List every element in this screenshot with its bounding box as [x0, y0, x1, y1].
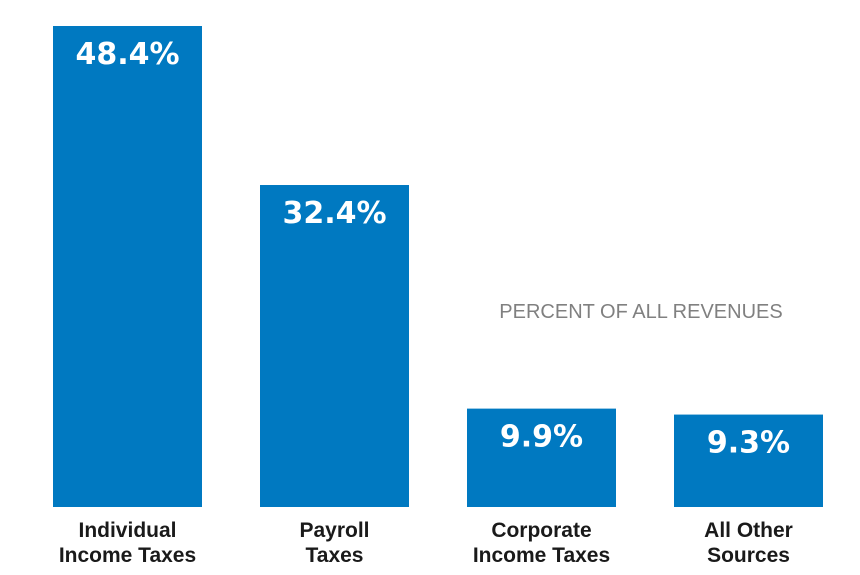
- category-label-4: All Other Sources: [704, 519, 793, 567]
- chart-title: PERCENT OF ALL REVENUES: [499, 301, 782, 323]
- bar-value-label-1: 48.4%: [75, 37, 179, 72]
- category-label-3: Corporate Income Taxes: [473, 519, 610, 567]
- bar-value-label-2: 32.4%: [282, 196, 386, 231]
- category-label-line: Corporate: [491, 519, 591, 542]
- category-label-line: Sources: [707, 544, 790, 567]
- category-label-line: Individual: [78, 519, 176, 542]
- category-label-line: Income Taxes: [59, 544, 196, 567]
- category-label-2: Payroll Taxes: [299, 519, 369, 567]
- bars-group: [53, 26, 823, 507]
- bar-value-label-3: 9.9%: [500, 420, 583, 455]
- value-labels-group: 48.4% 32.4% 9.9% 9.3%: [75, 37, 790, 461]
- bar-3: [467, 408, 616, 507]
- bar-value-label-4: 9.3%: [707, 426, 790, 461]
- category-label-line: Income Taxes: [473, 544, 610, 567]
- bar-1: [53, 26, 202, 507]
- category-label-line: Payroll: [299, 519, 369, 542]
- bar-4: [674, 414, 823, 507]
- category-label-1: Individual Income Taxes: [59, 519, 196, 567]
- category-label-line: All Other: [704, 519, 793, 542]
- category-label-line: Taxes: [306, 544, 364, 567]
- bar-2: [260, 185, 409, 507]
